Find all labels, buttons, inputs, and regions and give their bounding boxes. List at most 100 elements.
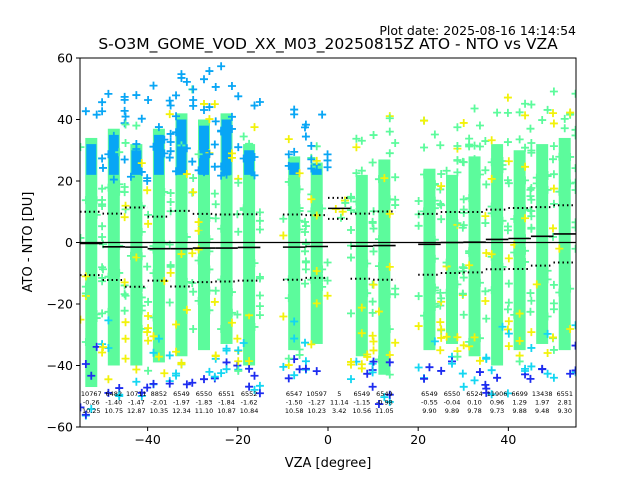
data-point: [92, 314, 101, 323]
x-tick-label: 0: [324, 432, 332, 447]
data-point: [250, 259, 259, 268]
data-point: [154, 352, 163, 361]
data-point: [92, 196, 101, 205]
data-point: [487, 250, 496, 259]
stat-label-std: 9.73: [490, 407, 504, 415]
data-point: [301, 257, 310, 266]
data-point: [453, 123, 462, 132]
data-point: [120, 213, 129, 222]
data-point: [154, 123, 163, 132]
data-point: [549, 87, 558, 96]
plot-date: Plot date: 2025-08-16 14:14:54: [379, 23, 576, 38]
data-point: [194, 256, 203, 265]
data-point: [165, 351, 174, 360]
data-point: [200, 75, 208, 84]
data-point: [357, 303, 366, 312]
data-point: [481, 212, 490, 221]
data-point: [323, 258, 332, 267]
data-point: [144, 95, 153, 104]
data-point: [255, 381, 264, 390]
data-point: [515, 357, 524, 366]
data-point: [301, 222, 310, 231]
stat-label-std: 9.89: [445, 407, 459, 415]
data-point: [182, 277, 191, 286]
plot-area: 10767-0.2610.256482-1.4010.7510711-1.471…: [80, 62, 576, 420]
data-point: [515, 309, 524, 318]
data-point: [481, 297, 490, 306]
data-point: [425, 306, 434, 315]
data-point: [222, 144, 231, 153]
data-point: [121, 138, 130, 147]
data-point: [503, 389, 512, 398]
data-point: [279, 231, 288, 240]
data-point: [475, 121, 484, 130]
data-point: [295, 169, 304, 178]
data-point: [81, 338, 90, 347]
data-point: [121, 112, 130, 121]
data-point: [189, 287, 198, 296]
data-point: [442, 166, 451, 175]
data-point: [385, 397, 394, 406]
data-point: [369, 337, 378, 346]
data-point: [448, 300, 456, 309]
data-point: [465, 140, 474, 149]
data-point: [143, 328, 152, 337]
data-point: [132, 365, 141, 374]
stat-label-std: 10.56: [353, 407, 372, 415]
data-point: [437, 294, 446, 303]
data-point: [538, 267, 547, 276]
data-point: [437, 333, 446, 342]
data-point: [521, 111, 530, 120]
stat-label-n: 6482: [106, 390, 123, 398]
data-point: [295, 216, 304, 225]
data-point: [430, 130, 439, 139]
data-point: [453, 219, 462, 228]
data-point: [312, 367, 321, 376]
data-point: [543, 369, 552, 378]
data-point: [527, 183, 536, 192]
data-point: [503, 93, 512, 102]
data-point: [120, 306, 129, 315]
data-point: [482, 314, 491, 323]
data-point: [369, 357, 378, 366]
data-point: [137, 159, 146, 168]
data-point: [425, 236, 434, 245]
data-point: [165, 153, 174, 162]
data-point: [217, 62, 226, 71]
data-point: [87, 335, 96, 344]
data-point: [234, 92, 243, 101]
data-point: [132, 121, 141, 130]
data-point: [549, 333, 558, 342]
data-point: [323, 291, 332, 300]
data-point: [250, 385, 259, 394]
data-point: [154, 138, 163, 147]
axes: −40 −20 0 20 40 −60 −40 −20 0 20 40 60: [47, 51, 577, 447]
data-point: [368, 158, 377, 167]
data-point: [430, 283, 439, 292]
data-point: [425, 363, 434, 372]
data-point: [211, 200, 220, 209]
data-point: [284, 135, 293, 144]
data-point: [104, 89, 113, 98]
data-point: [357, 166, 366, 175]
data-point: [482, 180, 491, 189]
data-point: [109, 317, 118, 326]
data-point: [210, 372, 219, 381]
data-point: [555, 187, 564, 196]
data-point: [144, 311, 153, 320]
data-point: [233, 361, 242, 370]
data-point: [566, 179, 575, 188]
data-point: [301, 265, 310, 274]
data-point: [177, 157, 186, 166]
data-point: [374, 307, 383, 316]
data-point: [357, 136, 366, 145]
data-point: [385, 325, 394, 334]
data-point: [504, 254, 513, 263]
data-point: [98, 154, 107, 163]
data-point: [420, 116, 429, 125]
stat-label-std: 3.42: [332, 407, 346, 415]
data-point: [543, 312, 552, 321]
data-point: [369, 131, 378, 140]
data-point: [470, 104, 479, 113]
stat-label-mean: -0.26: [83, 399, 100, 407]
